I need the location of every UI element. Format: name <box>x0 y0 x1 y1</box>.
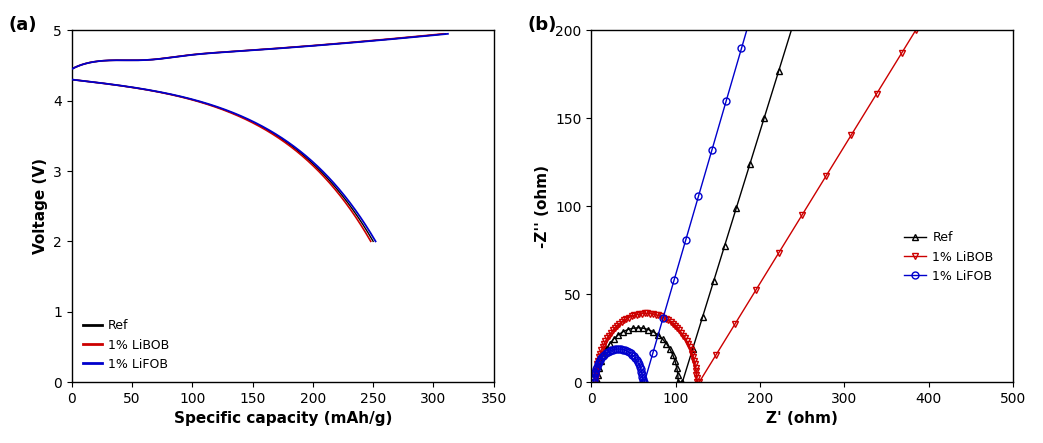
Ref <box>652 332 664 338</box>
Ref <box>707 279 720 284</box>
1% LiFOB <box>621 348 633 354</box>
1% LiFOB <box>636 379 649 385</box>
1% LiBOB <box>589 379 602 385</box>
Line: 1% LiFOB: 1% LiFOB <box>590 0 787 385</box>
Ref <box>592 372 605 377</box>
Ref <box>672 379 684 385</box>
X-axis label: Z' (ohm): Z' (ohm) <box>767 412 839 426</box>
Line: Ref: Ref <box>595 0 829 385</box>
Ref <box>697 314 709 319</box>
1% LiBOB <box>615 319 628 325</box>
1% LiFOB <box>609 346 622 352</box>
1% LiFOB <box>632 359 645 365</box>
Ref <box>669 359 681 364</box>
Text: (a): (a) <box>8 16 37 34</box>
Ref <box>600 346 612 352</box>
Legend: Ref, 1% LiBOB, 1% LiFOB: Ref, 1% LiBOB, 1% LiFOB <box>78 314 174 376</box>
Ref <box>663 346 676 352</box>
Ref <box>637 326 650 331</box>
Text: (b): (b) <box>528 16 557 34</box>
1% LiBOB <box>589 372 602 377</box>
Ref <box>660 341 673 346</box>
Ref <box>593 365 606 371</box>
Ref <box>671 365 683 371</box>
Ref <box>632 325 645 330</box>
Y-axis label: Voltage (V): Voltage (V) <box>32 158 48 254</box>
Ref <box>595 359 607 364</box>
1% LiBOB <box>652 313 664 318</box>
Ref <box>607 336 620 342</box>
Ref <box>744 161 756 167</box>
Ref <box>642 327 655 332</box>
Ref <box>686 347 699 352</box>
1% LiFOB <box>634 364 647 369</box>
Ref <box>604 341 616 346</box>
1% LiFOB <box>587 379 600 385</box>
1% LiBOB <box>671 326 683 331</box>
Ref <box>758 115 771 120</box>
Y-axis label: -Z'' (ohm): -Z'' (ohm) <box>535 165 550 248</box>
Ref <box>591 379 604 385</box>
Line: 1% LiBOB: 1% LiBOB <box>592 26 920 385</box>
Ref <box>719 243 731 249</box>
1% LiFOB <box>735 46 748 51</box>
Ref <box>666 352 679 358</box>
1% LiBOB <box>909 27 922 32</box>
Ref <box>627 326 639 331</box>
Ref <box>616 329 629 334</box>
1% LiBOB <box>690 379 703 385</box>
Ref <box>676 379 688 385</box>
X-axis label: Specific capacity (mAh/g): Specific capacity (mAh/g) <box>173 412 392 426</box>
Ref <box>656 336 669 342</box>
Ref <box>598 352 610 358</box>
Ref <box>672 372 684 377</box>
Ref <box>648 329 660 334</box>
1% LiFOB <box>589 369 602 374</box>
1% LiBOB <box>845 132 857 138</box>
Ref <box>612 332 625 338</box>
Legend: Ref, 1% LiBOB, 1% LiFOB: Ref, 1% LiBOB, 1% LiFOB <box>898 226 998 288</box>
Ref <box>730 205 743 210</box>
Ref <box>773 69 785 74</box>
Ref <box>622 327 634 332</box>
1% LiBOB <box>688 358 701 363</box>
Ref <box>787 19 800 25</box>
